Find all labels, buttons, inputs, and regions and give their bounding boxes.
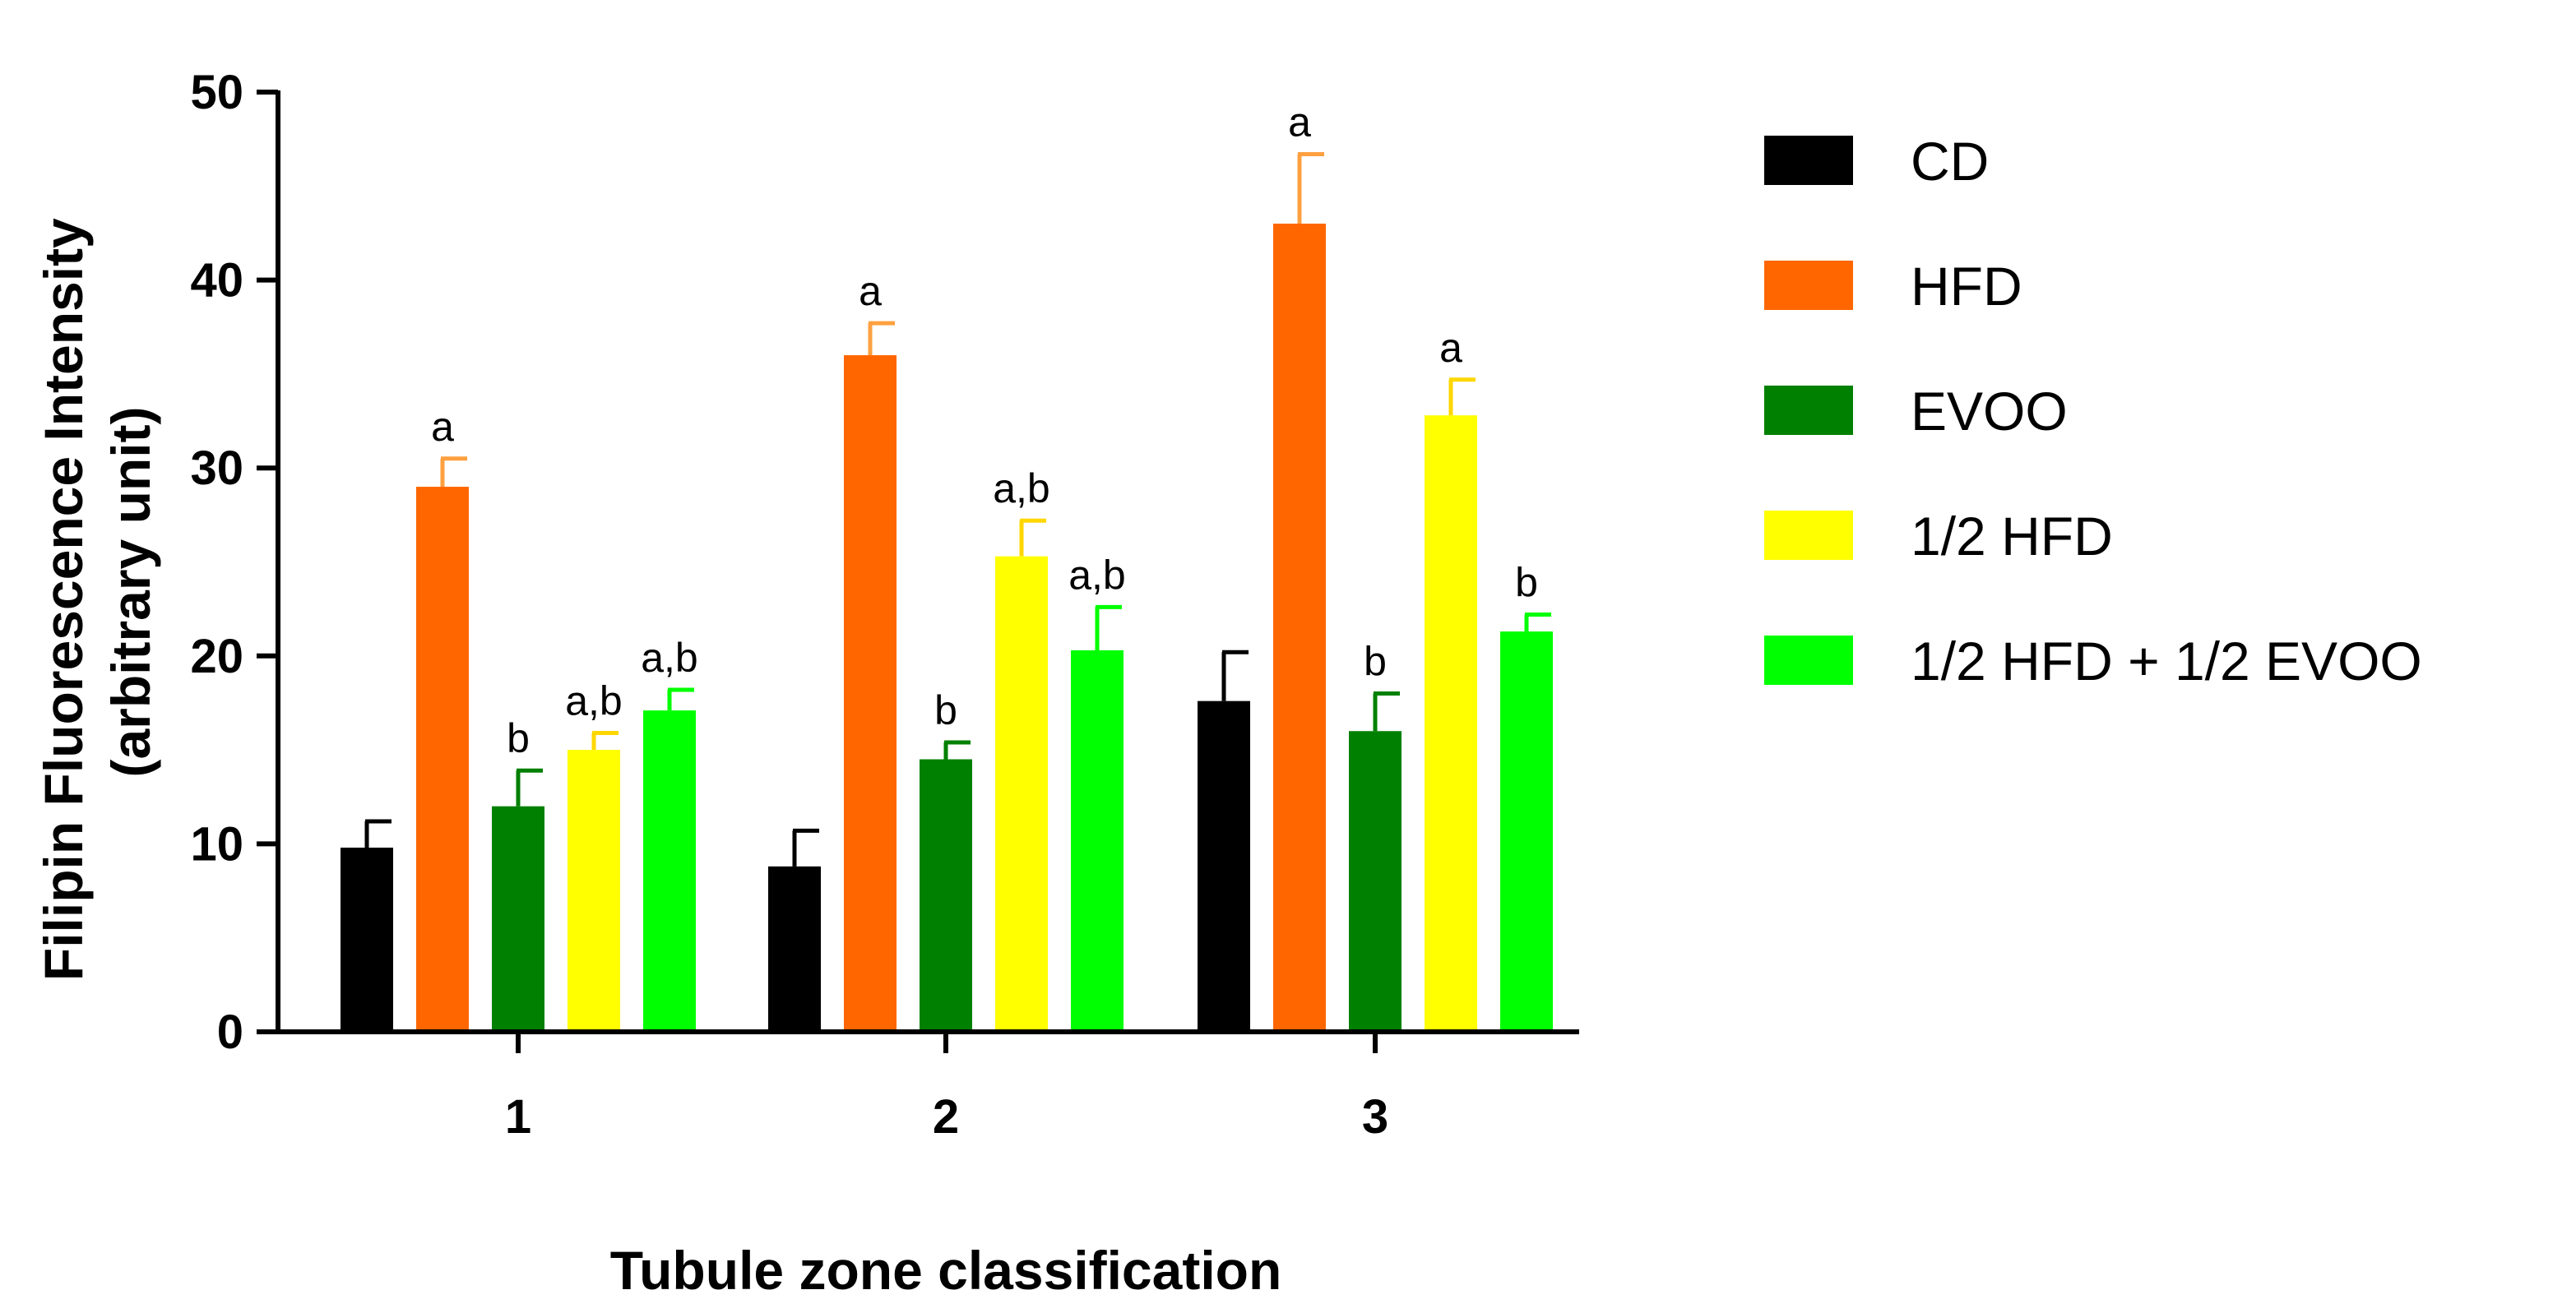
bar: [1425, 415, 1477, 1032]
y-axis-title: Filipin Fluorescence Intensity (arbitrar…: [33, 203, 161, 981]
bar: [1071, 650, 1124, 1032]
y-tick-label: 20: [190, 630, 243, 683]
legend-swatch: [1764, 386, 1853, 435]
bar: [568, 750, 620, 1032]
x-tick-label: 2: [933, 1090, 959, 1144]
significance-label: b: [507, 715, 530, 761]
plot-area: a a a b b b a,b a,b a a,b a,b b 0 10 20 30 40 50 1 2 3: [190, 66, 1579, 1144]
bar: [643, 710, 696, 1032]
bar: [920, 759, 972, 1032]
significance-label: a: [1288, 99, 1311, 145]
significance-label: a,b: [641, 635, 698, 681]
significance-label: b: [1515, 560, 1538, 606]
significance-label: a,b: [993, 465, 1050, 511]
y-tick-label: 50: [190, 66, 243, 119]
legend-label: EVOO: [1911, 381, 2068, 442]
bar: [416, 487, 469, 1032]
y-tick-label: 30: [190, 442, 243, 495]
bar: [1198, 700, 1250, 1032]
x-tick-label: 1: [505, 1090, 531, 1144]
bar: [1500, 631, 1553, 1032]
x-axis-title: Tubule zone classification: [610, 1240, 1282, 1301]
significance-label: b: [1364, 639, 1387, 685]
legend-label: 1/2 HFD: [1911, 506, 2113, 566]
y-tick-label: 40: [190, 254, 243, 307]
legend-label: HFD: [1911, 256, 2022, 317]
significance-label: a: [1439, 325, 1462, 371]
y-axis-title-line-2: (arbitrary unit): [100, 406, 161, 777]
significance-label: a,b: [565, 678, 623, 724]
legend-label: 1/2 HFD + 1/2 EVOO: [1911, 631, 2422, 691]
y-tick-label: 0: [217, 1006, 243, 1059]
y-tick-label: 10: [190, 817, 243, 871]
significance-label: a: [859, 268, 882, 314]
legend-swatch: [1764, 511, 1853, 560]
significance-label: b: [934, 687, 957, 733]
bar: [492, 806, 544, 1032]
legend-swatch: [1764, 136, 1853, 185]
significance-label: a,b: [1068, 552, 1126, 598]
bar: [768, 866, 821, 1032]
x-tick-label: 3: [1362, 1090, 1388, 1144]
bar: [844, 355, 897, 1032]
bar: [995, 556, 1048, 1032]
legend-swatch: [1764, 261, 1853, 310]
bar: [1349, 731, 1402, 1032]
legend-label: CD: [1911, 131, 1989, 192]
significance-label: a: [431, 404, 454, 450]
bar: [1273, 224, 1326, 1032]
legend: CD HFD EVOO 1/2 HFD 1/2 HFD + 1/2 EVOO: [1764, 131, 2422, 691]
legend-swatch: [1764, 636, 1853, 685]
y-axis-title-line-1: Filipin Fluorescence Intensity: [33, 218, 94, 981]
bar: [341, 847, 393, 1032]
